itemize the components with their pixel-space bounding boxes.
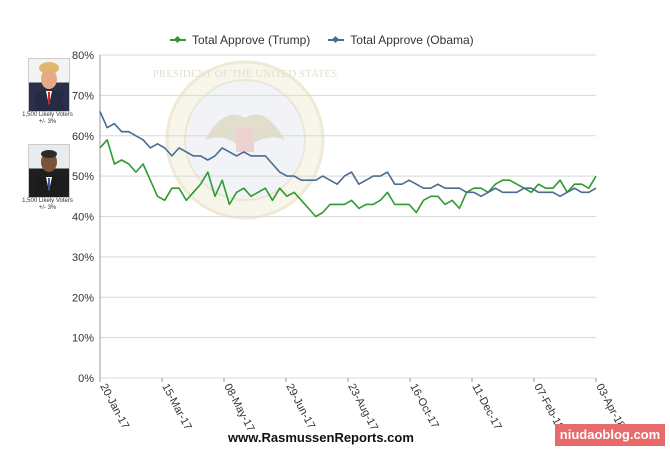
series-lines (99, 111, 597, 218)
x-tick-label: 29-Jun-17 (283, 382, 317, 431)
legend-item-trump[interactable]: Total Approve (Trump) (170, 33, 310, 47)
x-tick-label: 11-Dec-17 (469, 382, 503, 432)
x-tick-label: 15-Mar-17 (159, 382, 193, 432)
y-tick-label: 70% (72, 90, 94, 102)
y-tick-label: 0% (78, 373, 94, 385)
y-tick-label: 30% (72, 252, 94, 264)
x-tick-label: 23-Aug-17 (345, 382, 380, 433)
seal-text: PRESIDENT OF THE UNITED STATES (153, 68, 338, 80)
y-tick-label: 40% (72, 212, 94, 224)
axes: 0% 10% 20% 30% 40% 50% 60% 70% 80% 20-Jan-17 15-Ma… (72, 50, 627, 434)
y-tick-label: 20% (72, 292, 94, 304)
legend-item-obama[interactable]: Total Approve (Obama) (328, 33, 474, 47)
legend-obama-marker-icon (328, 35, 345, 45)
y-tick-label: 10% (72, 333, 94, 345)
trump-caption: 1,500 Likely Voters +/- 3% (22, 112, 73, 125)
grid (100, 54, 596, 379)
obama-caption: 1,500 Likely Voters +/- 3% (22, 198, 73, 211)
series-line-trump (99, 139, 597, 218)
y-tick-label: 80% (72, 50, 94, 62)
legend-trump-marker-icon (170, 35, 186, 45)
obama-portrait (28, 144, 70, 198)
x-tick-label: 20-Jan-17 (97, 382, 131, 431)
source-url[interactable]: www.RasmussenReports.com (228, 430, 414, 445)
x-tick-label: 16-Oct-17 (407, 382, 441, 431)
watermark-badge: niudaoblog.com (555, 424, 665, 446)
legend: Total Approve (Trump) Total Approve (Oba… (170, 33, 474, 47)
legend-trump-label: Total Approve (Trump) (192, 33, 311, 47)
y-tick-label: 60% (72, 131, 94, 143)
series-line-obama (99, 111, 597, 198)
legend-obama-label: Total Approve (Obama) (350, 33, 474, 47)
y-tick-label: 50% (72, 171, 94, 183)
trump-portrait (28, 58, 70, 112)
obama-avatar-icon (35, 150, 63, 197)
x-tick-label: 08-May-17 (221, 382, 256, 434)
seal-watermark-icon: PRESIDENT OF THE UNITED STATES (153, 60, 338, 220)
trump-avatar-icon (35, 62, 63, 111)
